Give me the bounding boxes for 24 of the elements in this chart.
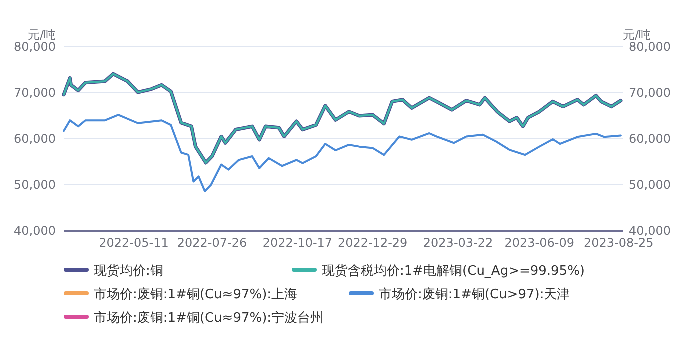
y-tick-label: 80,000	[14, 40, 56, 54]
y2-tick-label: 50,000	[629, 178, 671, 192]
y-tick-label: 70,000	[14, 86, 56, 100]
x-tick-label: 2023-03-22	[423, 236, 494, 250]
x-tick-label: 2023-06-09	[504, 236, 574, 250]
legend-label: 市场价:废铜:1#铜(Cu≈97%):上海	[94, 288, 298, 302]
y-tick-label: 60,000	[14, 132, 56, 146]
x-tick-label: 2022-07-26	[177, 236, 248, 250]
y2-axis-title: 元/吨	[622, 28, 652, 42]
y-tick-label: 50,000	[14, 178, 56, 192]
y2-tick-label: 70,000	[629, 86, 671, 100]
x-tick-label: 2022-05-11	[99, 236, 169, 250]
legend-label: 市场价:废铜:1#铜(Cu>97):天津	[379, 288, 570, 302]
x-tick-label: 2022-10-17	[262, 236, 333, 250]
legend-label: 现货均价:铜	[94, 264, 164, 279]
x-tick-label: 2022-12-29	[338, 236, 408, 250]
x-tick-label: 2023-08-25	[584, 236, 654, 250]
y2-tick-label: 80,000	[629, 40, 671, 54]
y2-tick-label: 60,000	[629, 132, 671, 146]
y-axis-title: 元/吨	[28, 28, 56, 42]
legend-label: 市场价:废铜:1#铜(Cu≈97%):宁波台州	[94, 310, 324, 326]
y-tick-label: 40,000	[14, 224, 56, 238]
y2-tick-label: 40,000	[629, 224, 671, 238]
legend-label: 现货含税均价:1#电解铜(Cu_Ag>=99.95%)	[322, 264, 586, 279]
